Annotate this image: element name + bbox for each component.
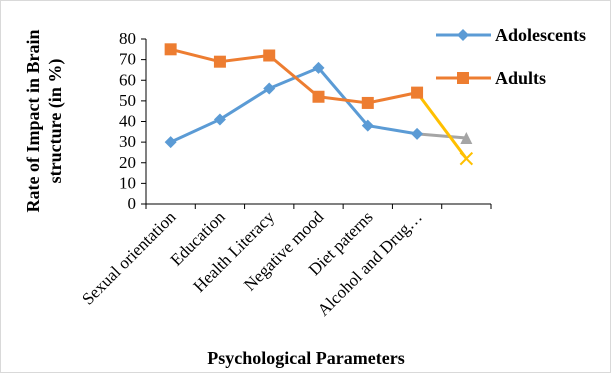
x-axis-title: Psychological Parameters bbox=[207, 348, 404, 368]
adults-point bbox=[164, 43, 177, 56]
adults-point bbox=[263, 49, 276, 62]
adolescents-line bbox=[170, 66, 418, 144]
y-tick-label: 80 bbox=[119, 29, 136, 48]
series-3-point bbox=[459, 151, 474, 166]
legend-adults-marker bbox=[457, 72, 469, 84]
adults-point bbox=[213, 55, 226, 68]
adults-point bbox=[361, 96, 374, 109]
adolescents-point bbox=[164, 136, 177, 149]
legend-adolescents-marker bbox=[457, 29, 469, 41]
adults-point bbox=[312, 90, 325, 103]
series-3-line bbox=[415, 91, 468, 160]
adolescents-point bbox=[213, 113, 226, 126]
y-tick-label: 40 bbox=[119, 112, 136, 131]
x-tick-label: Sexual orientation bbox=[78, 207, 180, 309]
series-2-point bbox=[460, 132, 473, 144]
adolescents-point bbox=[361, 119, 374, 132]
y-tick-label: 50 bbox=[119, 91, 136, 110]
adolescents-point bbox=[263, 82, 276, 95]
y-tick-label: 30 bbox=[119, 132, 136, 151]
legend-adolescents-label: Adolescents bbox=[495, 25, 586, 45]
y-tick-label: 20 bbox=[119, 153, 136, 172]
adolescents-point bbox=[411, 127, 424, 140]
series-2-line bbox=[416, 132, 467, 140]
y-tick-label: 60 bbox=[119, 70, 136, 89]
y-tick-label: 70 bbox=[119, 50, 136, 69]
adolescents-point bbox=[312, 61, 325, 74]
y-tick-label: 0 bbox=[128, 194, 137, 213]
y-axis-title: Rate of Impact in Brain structure (in %) bbox=[23, 30, 66, 213]
y-tick-label: 10 bbox=[119, 173, 136, 192]
legend-adults-label: Adults bbox=[495, 68, 546, 88]
adults-point bbox=[411, 86, 424, 99]
adults-line bbox=[170, 47, 418, 105]
